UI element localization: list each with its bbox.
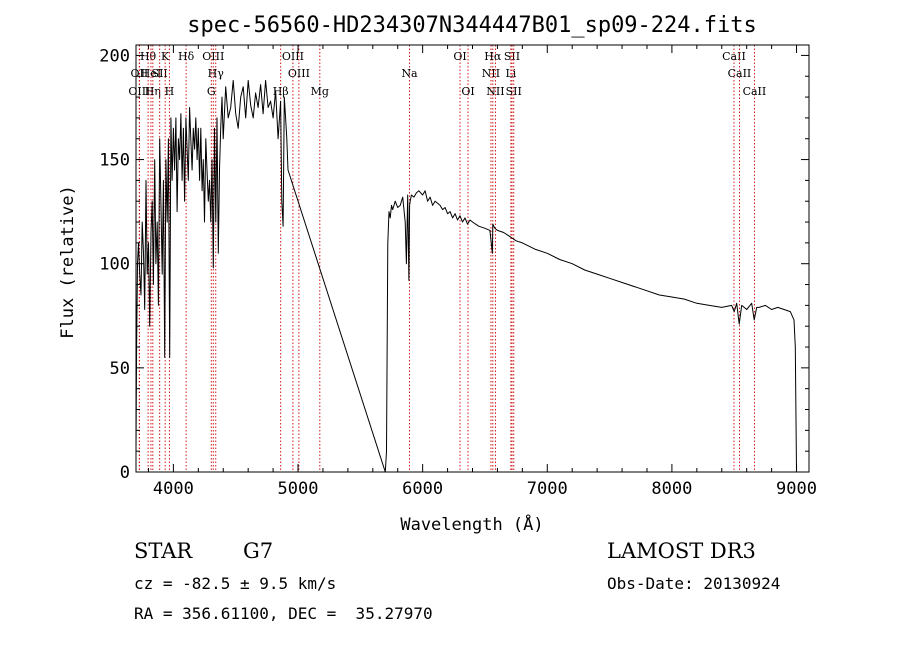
line-label-20: NII <box>486 85 504 98</box>
line-label-12: Hβ <box>273 85 289 98</box>
line-label-18: OI <box>461 85 474 98</box>
x-tick-label-3: 7000 <box>527 479 568 499</box>
line-label-3: HeI <box>141 67 161 80</box>
line-label-6: K <box>161 50 170 63</box>
ra-dec-coordinates: RA = 356.61100, DEC = 35.27970 <box>134 604 433 623</box>
x-tick-label-1: 5000 <box>278 479 319 499</box>
line-label-25: CaII <box>722 50 746 63</box>
line-label-8: Hδ <box>178 50 195 63</box>
x-tick-label-0: 4000 <box>153 479 194 499</box>
x-tick-label-2: 6000 <box>402 479 443 499</box>
line-label-9: OIII <box>202 50 224 63</box>
line-label-15: Mg <box>311 85 329 98</box>
line-label-22: SII <box>504 50 520 63</box>
y-tick-label-0: 0 <box>120 463 130 483</box>
object-class: STAR <box>134 539 193 563</box>
line-label-7: H <box>165 85 175 98</box>
line-label-13: OIII <box>282 50 304 63</box>
chart-title: spec-56560-HD234307N344447B01_sp09-224.f… <box>187 13 757 38</box>
line-label-19: NII <box>482 67 500 80</box>
line-label-2: Hθ <box>140 50 157 63</box>
x-tick-label-5: 9000 <box>776 479 817 499</box>
line-label-23: Li <box>505 67 516 80</box>
line-label-16: Na <box>401 67 418 80</box>
survey-name: LAMOST DR3 <box>607 539 756 563</box>
redshift-velocity: cz = -82.5 ± 9.5 km/s <box>134 574 337 593</box>
line-label-4: Hη <box>145 85 161 98</box>
line-label-21: Hα <box>484 50 502 63</box>
y-tick-label-4: 200 <box>99 46 130 66</box>
line-label-24: SII <box>506 85 522 98</box>
y-tick-label-1: 50 <box>110 359 130 379</box>
y-tick-label-2: 100 <box>99 255 130 275</box>
line-label-11: G <box>207 85 216 98</box>
x-tick-label-4: 8000 <box>651 479 692 499</box>
line-label-1: OIII <box>128 85 150 98</box>
x-axis-label: Wavelength (Å) <box>400 513 543 535</box>
spectrum-series-line <box>135 79 797 473</box>
line-label-26: CaII <box>728 67 752 80</box>
y-tick-label-3: 150 <box>99 151 130 171</box>
observation-date: Obs-Date: 20130924 <box>607 574 781 593</box>
line-label-5: SII <box>152 67 168 80</box>
object-subclass: G7 <box>243 539 274 563</box>
plot-frame <box>135 44 810 473</box>
line-label-10: Hγ <box>208 67 225 80</box>
line-label-27: CaII <box>743 85 767 98</box>
line-label-14: OIII <box>288 67 310 80</box>
y-axis-label: Flux (relative) <box>58 185 78 339</box>
line-label-17: OI <box>453 50 466 63</box>
